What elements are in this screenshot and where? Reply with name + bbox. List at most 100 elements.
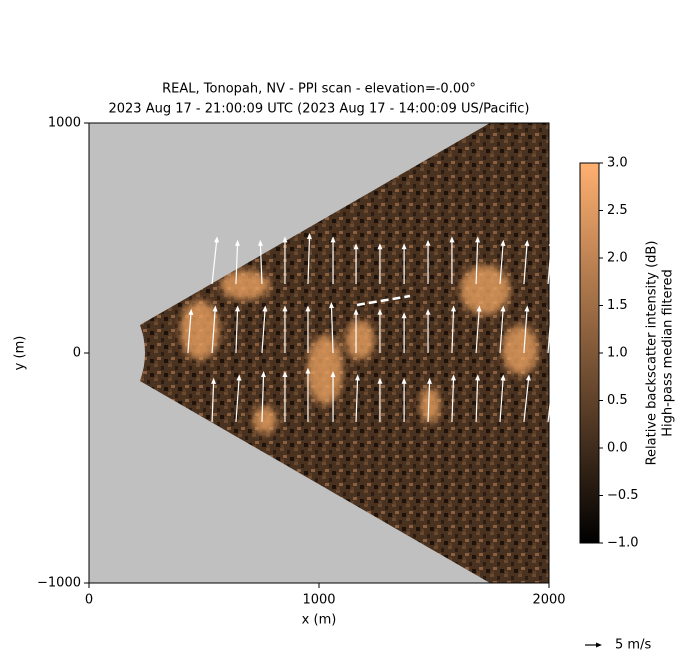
arrow-head [353, 243, 359, 250]
arrow-head [214, 236, 219, 243]
arrow-shaft [211, 308, 216, 354]
wind-arrow [211, 236, 219, 285]
arrow-shaft [523, 377, 530, 423]
arrow-shaft [499, 243, 504, 285]
arrow-head [262, 305, 268, 312]
arrow-shaft [211, 239, 218, 285]
wind-arrow [547, 374, 556, 423]
colorbar-tick-label: −0.5 [607, 488, 639, 503]
arrow-head [377, 243, 383, 250]
wind-arrow [305, 305, 311, 353]
arrow-shaft [330, 305, 334, 354]
arrow-head [475, 236, 481, 243]
wind-arrow [306, 233, 312, 285]
arrow-head [306, 233, 312, 240]
arrow-head [188, 308, 194, 315]
arrow-head [550, 374, 556, 381]
arrow-shaft [451, 308, 455, 354]
colorbar-tick-label: 0.0 [607, 441, 628, 456]
arrow-head [305, 367, 311, 374]
chart-title: REAL, Tonopah, NV - PPI scan - elevation… [162, 82, 476, 97]
wind-arrow [547, 305, 554, 354]
wind-arrow [475, 305, 482, 354]
arrow-head [596, 642, 602, 648]
arrow-shaft [355, 377, 359, 423]
colorbar-tick-label: 0.5 [607, 393, 628, 408]
wind-arrow [450, 305, 456, 354]
quiver-key-arrow [585, 642, 602, 648]
wind-arrow [260, 371, 266, 423]
arrow-shaft [235, 243, 239, 285]
arrow-shaft [523, 243, 528, 285]
arrow-head [401, 377, 407, 384]
wind-arrow [475, 374, 481, 423]
colorbar-label: High-pass median filtered [661, 269, 676, 437]
wind-arrow [234, 239, 240, 285]
x-tick-label: 1000 [302, 593, 335, 608]
arrow-head [450, 374, 456, 381]
wind-arrow [377, 243, 383, 284]
arrow-head [476, 305, 482, 312]
y-axis-label: y (m) [13, 336, 28, 371]
arrow-shaft [259, 243, 263, 285]
y-tick-label: 0 [73, 346, 81, 361]
colorbar-tick-label: 3.0 [607, 156, 628, 171]
wind-arrow [261, 305, 268, 354]
arrow-head [212, 305, 218, 312]
arrow-shaft [547, 243, 552, 285]
wind-arrow [353, 308, 359, 353]
arrow-head [548, 239, 554, 246]
wind-arrow [499, 305, 506, 354]
arrow-shaft [547, 308, 552, 354]
arrow-shaft [235, 377, 240, 423]
arrow-shaft [475, 239, 479, 285]
wind-arrow [475, 236, 481, 285]
x-tick-label: 0 [85, 593, 93, 608]
wind-arrow [523, 374, 531, 423]
arrow-head [282, 371, 288, 377]
wind-arrow [282, 236, 288, 284]
wind-arrow [355, 374, 361, 423]
wind-arrow [401, 312, 407, 353]
arrow-shaft [187, 312, 192, 354]
arrow-head [401, 312, 407, 319]
wind-arrow [425, 239, 431, 284]
arrow-head [449, 236, 455, 243]
arrow-head [426, 377, 432, 384]
dashed-marker [356, 294, 411, 307]
arrow-head [355, 374, 361, 381]
arrow-shaft [211, 381, 215, 423]
wind-arrow [450, 374, 456, 423]
wind-arrow [499, 239, 506, 285]
y-tick-label: −1000 [37, 576, 81, 591]
arrow-head [330, 371, 336, 377]
wind-arrow [449, 236, 455, 284]
wind-arrow [377, 308, 383, 353]
wind-arrow [234, 305, 240, 354]
colorbar-tick-label: −1.0 [607, 536, 639, 551]
colorbar-label: Relative backscatter intensity (dB) [645, 241, 660, 466]
wind-arrow [282, 371, 288, 422]
wind-arrow [305, 367, 311, 422]
arrow-head [329, 302, 335, 309]
arrow-head [211, 377, 217, 384]
chart-subtitle: 2023 Aug 17 - 21:00:09 UTC (2023 Aug 17 … [108, 102, 529, 117]
wind-arrow [547, 239, 554, 285]
quiver-key-label: 5 m/s [615, 638, 651, 653]
wind-arrow [187, 308, 194, 354]
wind-arrow [499, 374, 506, 423]
arrow-head [425, 308, 431, 315]
arrow-head [401, 243, 407, 250]
arrow-head [377, 308, 383, 315]
arrow-head [260, 371, 266, 378]
arrow-head [353, 308, 359, 315]
arrow-head [525, 374, 531, 381]
arrow-shaft [235, 308, 239, 354]
arrow-shaft [451, 377, 455, 423]
arrow-head [500, 374, 506, 381]
wind-arrow [523, 239, 530, 285]
arrow-shaft [499, 308, 504, 354]
wind-arrow [257, 239, 263, 285]
wind-arrow [330, 371, 336, 422]
